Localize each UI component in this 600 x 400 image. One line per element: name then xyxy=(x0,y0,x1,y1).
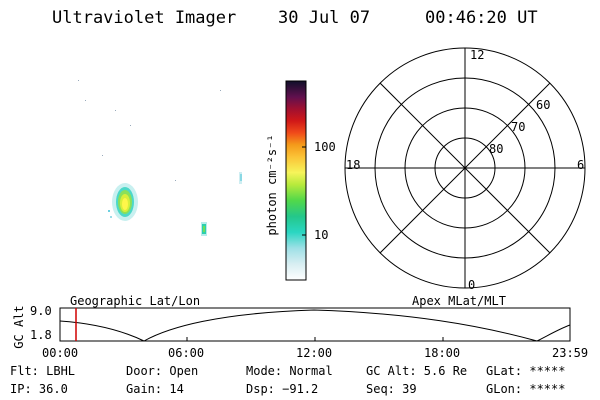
info-door: Door: Open xyxy=(126,364,199,378)
info-seq: Seq: 39 xyxy=(366,382,417,396)
track-plot xyxy=(59,307,571,342)
info-dsp: Dsp: −91.2 xyxy=(246,382,319,396)
lat-label-70: 70 xyxy=(511,120,526,134)
track-ytick-bottom: 1.8 xyxy=(30,328,52,342)
colorbar-label: photon cm⁻²s⁻¹ xyxy=(265,134,279,236)
track-ytick-top: 9.0 xyxy=(30,304,52,318)
track-xtick-0: 00:00 xyxy=(42,346,79,360)
track-title-right: Apex MLat/MLT xyxy=(412,294,506,308)
emission-blob-tiny xyxy=(239,172,242,184)
colorbar-tick-100: 100 xyxy=(314,140,336,154)
track-xtick-2: 12:00 xyxy=(296,346,333,360)
info-mode: Mode: Normal xyxy=(246,364,333,378)
lat-label-60: 60 xyxy=(536,98,551,112)
mlt-label-0: 0 xyxy=(468,278,476,292)
speckle-noise xyxy=(78,80,221,181)
track-plot-frame xyxy=(59,307,571,342)
altitude-curve xyxy=(59,309,571,342)
mlt-label-12: 12 xyxy=(470,48,485,62)
track-xtick-1: 06:00 xyxy=(168,346,205,360)
mlt-label-6: 6 xyxy=(577,158,585,172)
date-label: 30 Jul 07 xyxy=(278,8,371,28)
instrument-title: Ultraviolet Imager xyxy=(52,8,237,28)
track-xtick-3: 18:00 xyxy=(424,346,461,360)
emission-blob-small xyxy=(201,222,207,236)
polar-diagonal-2 xyxy=(379,82,551,254)
emission-blob-main xyxy=(108,183,138,221)
track-xtick-4: 23:59 xyxy=(552,346,589,360)
polar-plot xyxy=(344,47,586,289)
info-gain: Gain: 14 xyxy=(126,382,184,396)
mlt-label-18: 18 xyxy=(346,158,361,172)
uv-image-panel xyxy=(78,80,242,236)
track-ylabel: GC Alt xyxy=(12,305,26,349)
info-glat: GLat: ***** xyxy=(486,364,566,378)
time-label: 00:46:20 UT xyxy=(425,8,538,28)
track-title-left: Geographic Lat/Lon xyxy=(70,294,201,308)
colorbar xyxy=(285,80,307,281)
lat-label-80: 80 xyxy=(489,142,504,156)
info-gc-alt: GC Alt: 5.6 Re xyxy=(366,364,468,378)
info-flt: Flt: LBHL xyxy=(10,364,76,378)
colorbar-tick-10: 10 xyxy=(314,228,329,242)
info-ip: IP: 36.0 xyxy=(10,382,68,396)
info-glon: GLon: ***** xyxy=(486,382,566,396)
